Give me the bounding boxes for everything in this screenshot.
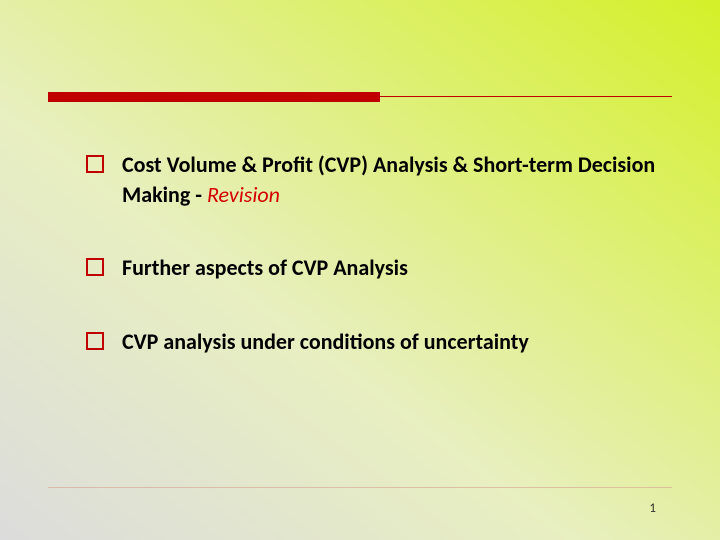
bullet-main-text: Further aspects of CVP Analysis	[122, 254, 408, 281]
top-rule-thick	[48, 92, 380, 102]
bullet-box-icon	[86, 155, 104, 173]
bullet-main-text: CVP analysis under conditions of uncerta…	[122, 328, 529, 355]
bullet-text: Further aspects of CVP Analysis	[122, 253, 408, 283]
bullet-box-icon	[86, 258, 104, 276]
slide: Cost Volume & Profit (CVP) Analysis & Sh…	[0, 0, 720, 540]
page-number: 1	[649, 501, 656, 516]
bullet-accent-text: Revision	[207, 181, 280, 208]
bullet-box-icon	[86, 332, 104, 350]
bullet-text: Cost Volume & Profit (CVP) Analysis & Sh…	[122, 150, 656, 209]
bullet-text: CVP analysis under conditions of uncerta…	[122, 327, 529, 357]
content-area: Cost Volume & Profit (CVP) Analysis & Sh…	[86, 150, 656, 401]
bullet-item: CVP analysis under conditions of uncerta…	[86, 327, 656, 357]
bullet-item: Cost Volume & Profit (CVP) Analysis & Sh…	[86, 150, 656, 209]
top-rule-thin	[380, 96, 672, 97]
top-rule	[48, 92, 672, 102]
bottom-rule	[48, 487, 672, 488]
bullet-main-text: Cost Volume & Profit (CVP) Analysis & Sh…	[122, 151, 655, 208]
bullet-item: Further aspects of CVP Analysis	[86, 253, 656, 283]
